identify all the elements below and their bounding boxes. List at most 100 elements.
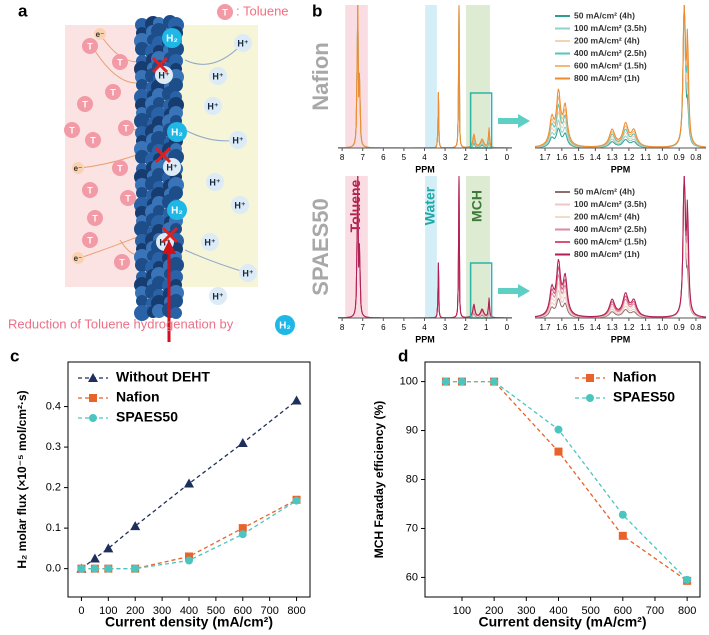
toluene: T <box>117 57 123 67</box>
legend-label: 100 mA/cm² (3.5h) <box>574 23 647 33</box>
marker <box>618 510 627 519</box>
x-tick-label: 1.0 <box>657 153 669 162</box>
panel-label: d <box>398 346 408 365</box>
y-tick-label: 80 <box>406 473 418 485</box>
band-label: MCH <box>469 190 485 222</box>
marker <box>130 521 141 531</box>
x-tick-label: 2 <box>463 323 468 332</box>
block-mark <box>161 226 179 244</box>
hydrogen-circle <box>167 122 187 142</box>
marker <box>237 438 248 448</box>
zoom-arrow <box>498 284 530 298</box>
x-tick-label: 0.9 <box>674 153 686 162</box>
highlight-band <box>466 176 490 318</box>
hydrogen: H₂ <box>171 128 183 139</box>
x-axis-label: Current density (mA/cm²) <box>105 614 273 630</box>
toluene: T <box>87 235 93 245</box>
proton: H⁺ <box>204 237 215 247</box>
marker <box>618 531 627 540</box>
membrane-particle <box>136 79 148 91</box>
toluene: T <box>90 135 96 145</box>
x-tick-label: 300 <box>153 605 171 617</box>
x-tick-label: 8 <box>340 323 345 332</box>
legend-label: 200 mA/cm² (4h) <box>574 211 640 221</box>
hydrogen: H₂ <box>166 34 178 45</box>
panel-label: c <box>10 346 19 365</box>
proton-circle <box>229 131 247 149</box>
legend-marker <box>586 374 594 382</box>
marker <box>77 564 86 573</box>
legend-label: 200 mA/cm² (4h) <box>574 35 640 45</box>
x-tick-label: 1.2 <box>623 153 635 162</box>
legend-label: 400 mA/cm² (2.5h) <box>574 224 647 234</box>
x-tick-label: 5 <box>402 323 407 332</box>
x-tick-label: 800 <box>678 605 696 617</box>
marker <box>554 447 563 456</box>
x-tick-label: 0.9 <box>674 323 686 332</box>
caption-badge: H₂ <box>279 321 291 332</box>
y-tick-label: 0.1 <box>46 522 61 534</box>
toluene-circle <box>112 160 128 176</box>
x-tick-label: 0 <box>505 153 510 162</box>
x-tick-label: 1.6 <box>556 323 568 332</box>
electron-circle <box>94 28 106 40</box>
spectrum-trace <box>535 175 707 318</box>
toluene: T <box>110 87 116 97</box>
toluene: T <box>69 125 75 135</box>
proton-circle <box>231 196 249 214</box>
y-tick-label: 0.3 <box>46 441 61 453</box>
toluene: T <box>125 193 131 203</box>
marker <box>457 377 466 386</box>
spectrum-trace <box>534 175 707 318</box>
x-tick-label: 1.4 <box>590 153 602 162</box>
spectrum-panel: Nafion 50 mA/cm² (4h) 100 mA/cm² (3.5h) 200… <box>308 4 707 149</box>
x-tick-label: 3 <box>443 153 448 162</box>
x-tick-label: 200 <box>126 605 144 617</box>
marker <box>90 564 99 573</box>
legend-label: SPAES50 <box>116 409 178 425</box>
x-tick-label: 1.5 <box>573 153 585 162</box>
proton: H⁺ <box>158 70 169 80</box>
membrane-name: Nafion <box>308 42 333 110</box>
toluene: T <box>92 213 98 223</box>
caption-badge-circle <box>275 315 295 335</box>
marker <box>490 377 499 386</box>
toluene: T <box>87 41 93 51</box>
proton: H⁺ <box>232 135 243 145</box>
hydrogen: H₂ <box>171 206 183 217</box>
x-tick-label: 1.6 <box>556 153 568 162</box>
legend-symbol-circle <box>217 4 233 20</box>
y-tick-label: 0.4 <box>46 400 61 412</box>
band-label: Toluene <box>347 179 363 232</box>
y-tick-label: 0.0 <box>46 563 61 575</box>
legend-marker <box>586 394 594 402</box>
x-axis-label: PPM <box>415 164 435 174</box>
legend-label: Nafion <box>613 369 657 385</box>
x-tick-label: 1.7 <box>539 323 551 332</box>
toluene: T <box>117 163 123 173</box>
electron: e⁻ <box>74 254 83 263</box>
proton-circle <box>209 287 227 305</box>
band-label: Water <box>422 186 438 225</box>
legend-label: 600 mA/cm² (1.5h) <box>574 236 647 246</box>
x-tick-label: 1.7 <box>539 153 551 162</box>
series-line <box>445 380 688 581</box>
toluene: T <box>87 185 93 195</box>
marker <box>441 377 450 386</box>
toluene-circle <box>105 84 121 100</box>
x-tick-label: 1.4 <box>590 323 602 332</box>
marker <box>184 478 194 488</box>
x-tick-label: 0 <box>505 323 510 332</box>
x-tick-label: 500 <box>207 605 225 617</box>
x-tick-label: 100 <box>99 605 117 617</box>
proton: H⁺ <box>212 71 223 81</box>
spectrum-panel: Toluene Water MCH SPAES50 50 mA/cm² (4h) 100 … <box>308 175 707 319</box>
toluene-circle <box>64 122 80 138</box>
x-tick-label: 700 <box>646 605 664 617</box>
marker <box>238 530 247 539</box>
y-tick-label: 0.2 <box>46 482 61 494</box>
hydrogen-circle <box>167 200 187 220</box>
arrow-head <box>162 240 176 254</box>
electron: e⁻ <box>74 164 83 173</box>
